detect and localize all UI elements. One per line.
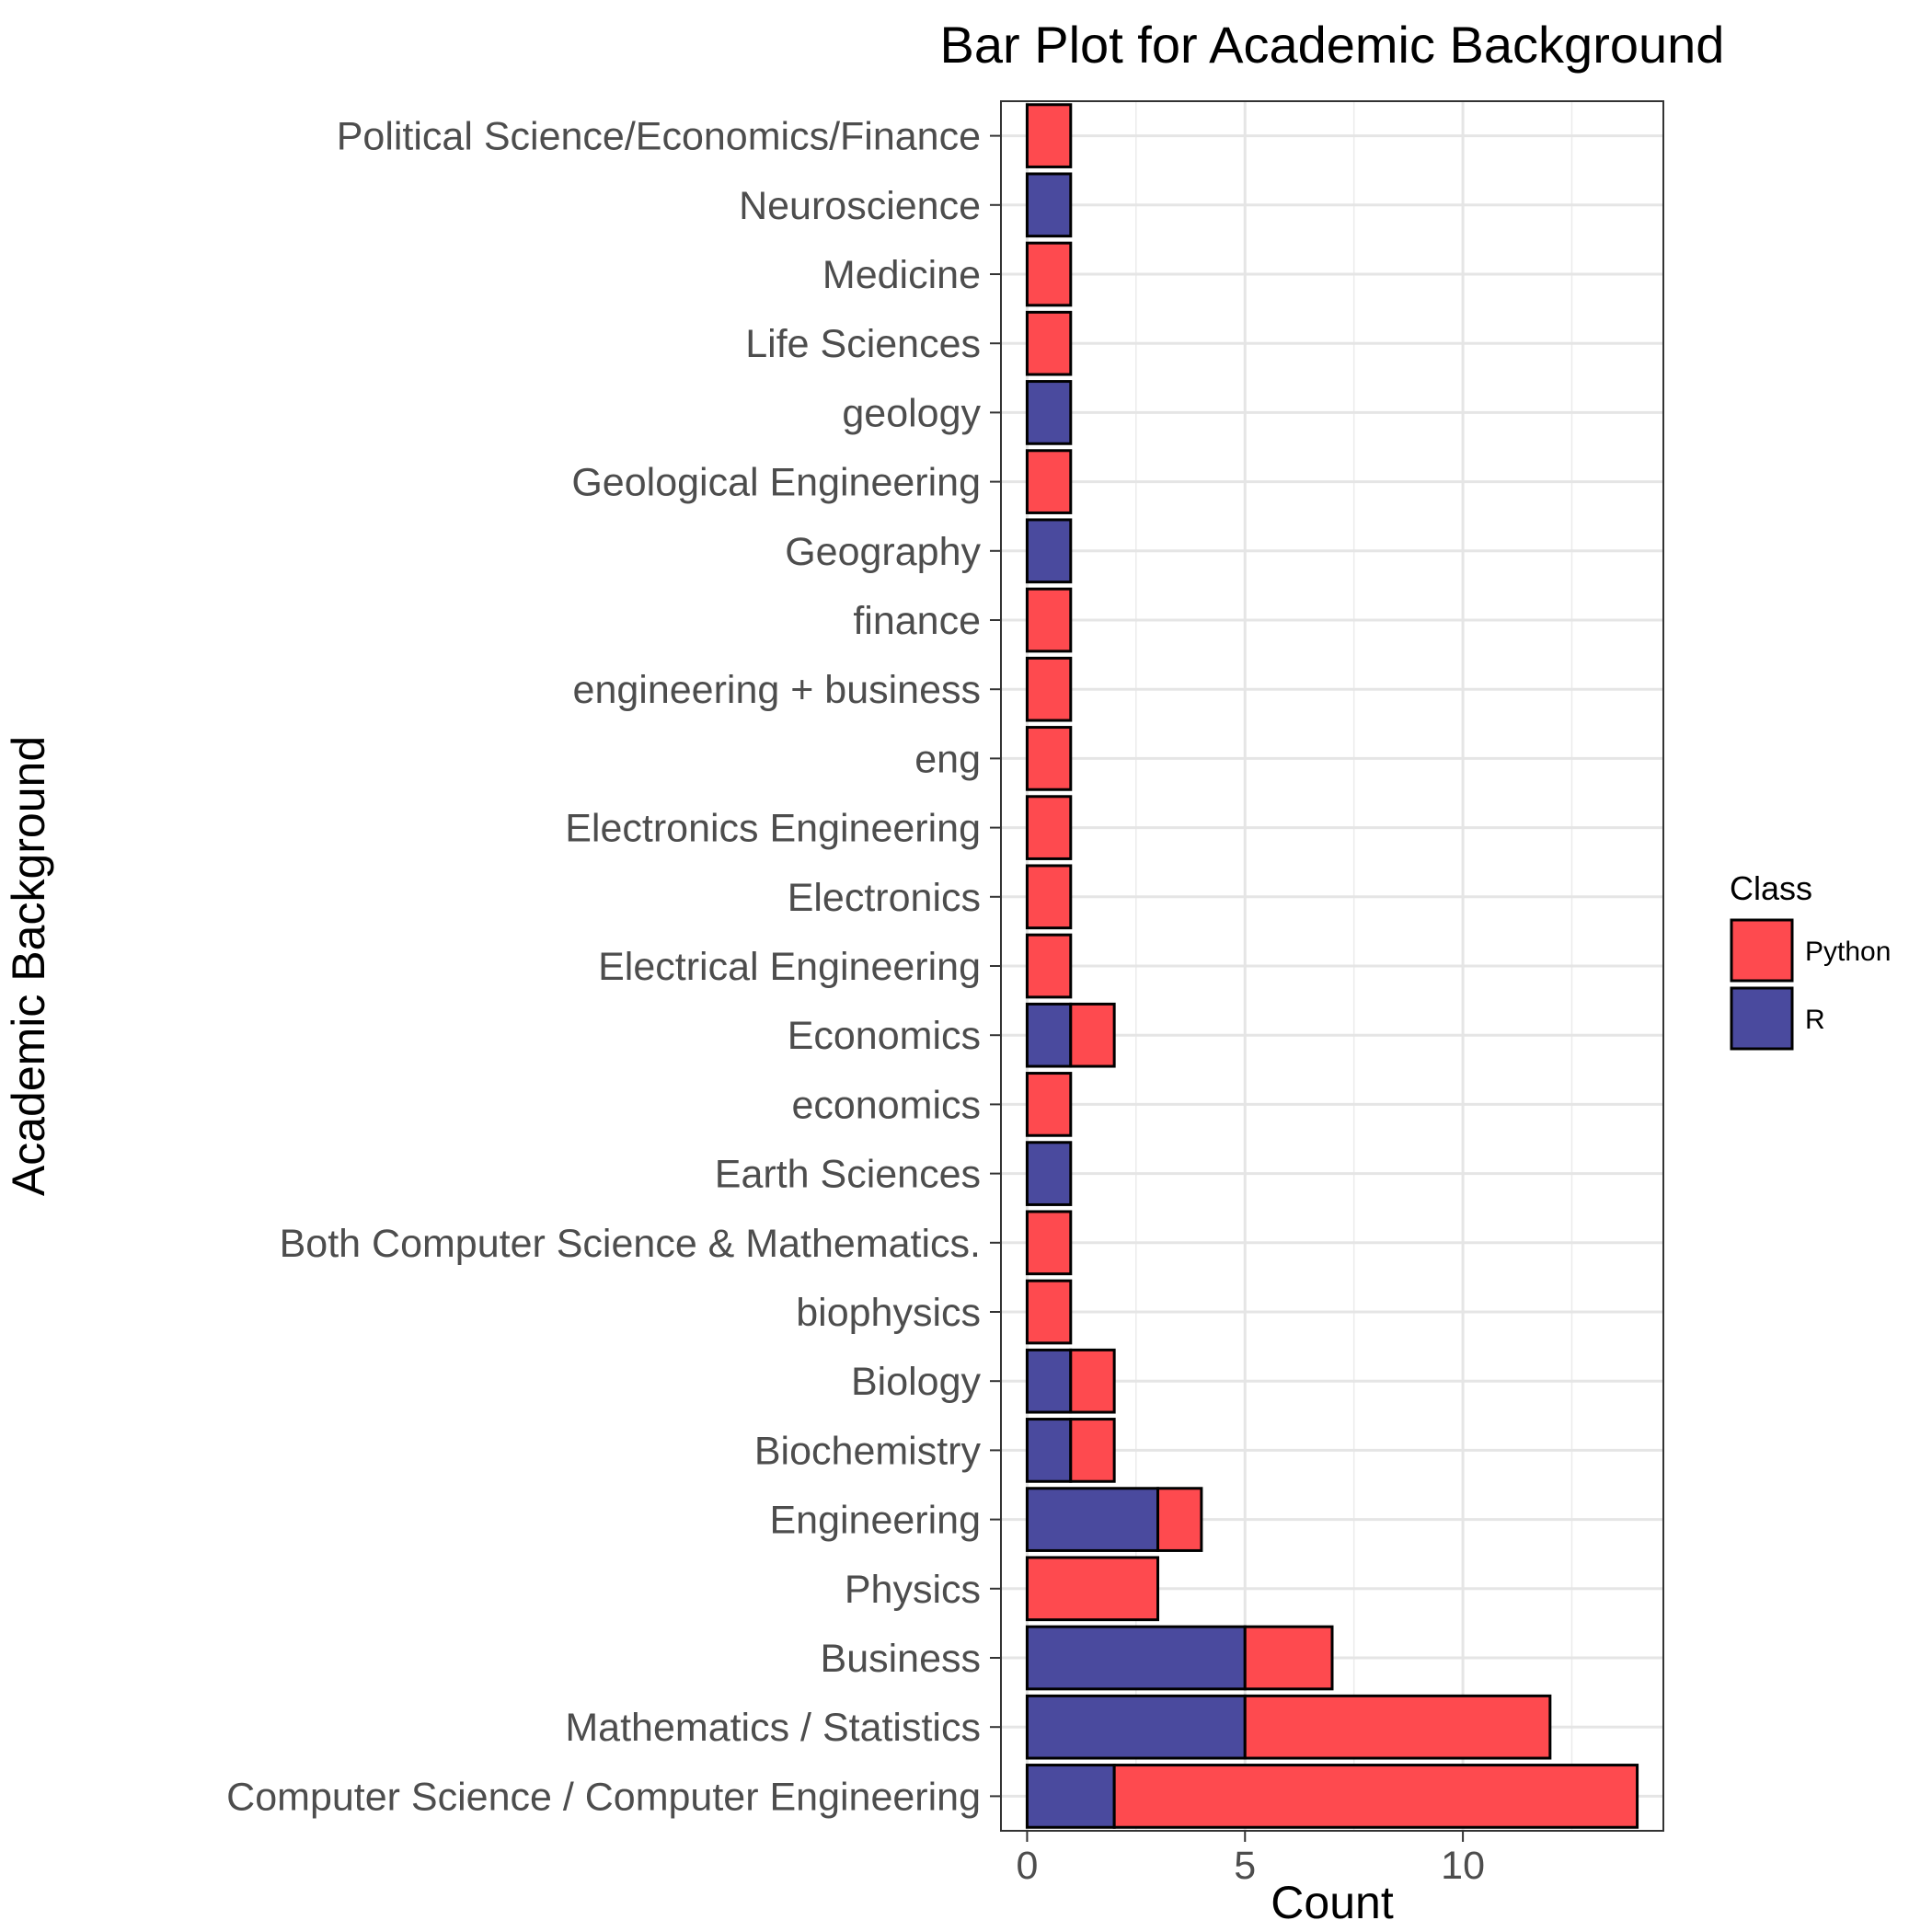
y-tick-label: finance [853, 599, 981, 643]
y-tick-label: Life Sciences [745, 322, 981, 366]
y-tick-label: geology [842, 391, 981, 435]
bar-segment-python [1025, 656, 1073, 722]
bar-segment-python [1025, 241, 1073, 307]
x-axis: 0 5 10 [1016, 1831, 1485, 1888]
bar-segment-r [1025, 1418, 1073, 1483]
y-tick-label: Earth Sciences [715, 1153, 981, 1197]
y-tick-label: Biology [851, 1360, 982, 1404]
chart-title: Bar Plot for Academic Background [940, 16, 1725, 74]
y-tick-label: Electronics Engineering [565, 807, 981, 851]
y-tick-label: engineering + business [573, 668, 981, 712]
bar-segment-python [1243, 1694, 1552, 1760]
bar-segment-python [1025, 103, 1073, 168]
bar-segment-r [1025, 1764, 1116, 1829]
legend-key-r [1730, 986, 1794, 1051]
y-tick-label: Neuroscience [739, 184, 981, 228]
y-tick-label: Electronics [788, 876, 981, 920]
y-tick-label: biophysics [796, 1291, 981, 1335]
y-tick-label: Business [821, 1637, 981, 1681]
bar-segment-r [1025, 1487, 1160, 1552]
y-tick-label: Both Computer Science & Mathematics. [280, 1222, 981, 1266]
bar-segment-python [1025, 310, 1073, 376]
y-tick-label: Geography [785, 530, 981, 574]
bar-segment-r [1025, 380, 1073, 445]
bar-segment-r [1025, 518, 1073, 584]
bar-segment-python [1156, 1487, 1203, 1552]
y-tick-label: Physics [845, 1568, 981, 1612]
legend-label-python: Python [1805, 937, 1891, 967]
x-tick-label: 5 [1234, 1844, 1256, 1888]
y-tick-label: Electrical Engineering [598, 945, 981, 989]
bar-segment-r [1025, 1348, 1073, 1414]
bar-segment-r [1025, 1694, 1247, 1760]
legend-key-python [1730, 918, 1794, 983]
x-tick-label: 0 [1016, 1844, 1038, 1888]
bar-segment-python [1069, 1418, 1116, 1483]
y-tick-label: Engineering [769, 1499, 981, 1543]
bar-segment-python [1025, 795, 1073, 860]
bar-segment-python [1025, 864, 1073, 930]
bar-segment-python [1025, 1072, 1073, 1137]
bar-segment-r [1025, 172, 1073, 238]
bar-segment-r [1025, 1002, 1073, 1068]
y-axis-title: Academic Background [3, 736, 54, 1196]
bar-segment-python [1025, 726, 1073, 791]
y-tick-label: Computer Science / Computer Engineering [226, 1775, 981, 1819]
bar-segment-python [1069, 1002, 1116, 1068]
bar-segment-python [1025, 587, 1073, 653]
y-tick-label: Biochemistry [754, 1429, 982, 1473]
bars [1025, 103, 1639, 1829]
y-tick-label: Geological Engineering [571, 461, 981, 505]
y-tick-label: eng [914, 737, 981, 781]
bar-segment-python [1025, 1279, 1073, 1345]
legend-label-r: R [1805, 1005, 1825, 1035]
bar-segment-python [1243, 1625, 1334, 1691]
bar-segment-r [1025, 1625, 1247, 1691]
y-tick-label: economics [791, 1083, 981, 1127]
bar-segment-python [1025, 449, 1073, 514]
y-axis: Political Science/Economics/Finance Neuro… [226, 115, 1001, 1819]
bar-segment-python [1025, 1210, 1073, 1276]
y-tick-label: Political Science/Economics/Finance [337, 115, 981, 159]
x-axis-title: Count [1271, 1877, 1394, 1928]
y-tick-label: Mathematics / Statistics [565, 1706, 981, 1750]
legend: Class Python R [1730, 869, 1891, 1051]
bar-segment-python [1069, 1348, 1116, 1414]
bar-segment-python [1112, 1764, 1639, 1829]
bar-segment-python [1025, 933, 1073, 999]
y-tick-label: Medicine [822, 253, 981, 297]
legend-title: Class [1730, 869, 1812, 907]
x-tick-label: 10 [1441, 1844, 1485, 1888]
bar-segment-python [1025, 1556, 1160, 1622]
y-tick-label: Economics [788, 1014, 981, 1058]
bar-segment-r [1025, 1141, 1073, 1206]
